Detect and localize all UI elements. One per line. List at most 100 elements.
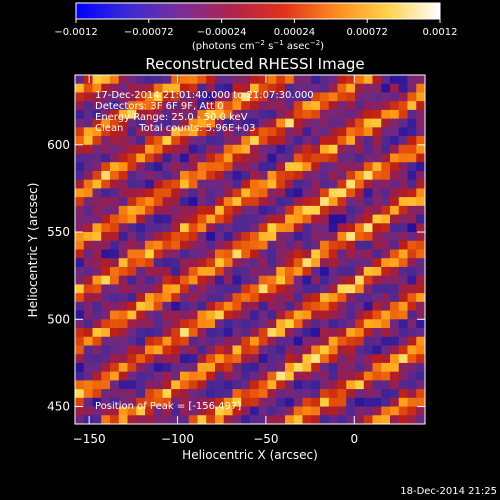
heatmap-cell bbox=[127, 179, 137, 190]
heatmap-cell bbox=[381, 293, 391, 303]
heatmap-cell bbox=[267, 232, 277, 242]
heatmap-cell bbox=[363, 179, 374, 190]
heatmap-cell bbox=[206, 389, 216, 399]
heatmap-cell bbox=[337, 136, 347, 146]
heatmap-cell bbox=[390, 362, 400, 373]
heatmap-cell bbox=[75, 232, 85, 242]
heatmap-cell bbox=[258, 118, 269, 128]
heatmap-cell bbox=[83, 179, 94, 190]
heatmap-cell bbox=[171, 345, 181, 355]
heatmap-cell bbox=[188, 205, 199, 216]
heatmap-cell bbox=[197, 266, 207, 277]
heatmap-cell bbox=[241, 336, 251, 347]
heatmap-cell bbox=[250, 275, 260, 285]
heatmap-cell bbox=[180, 336, 190, 347]
heatmap-cell bbox=[153, 101, 164, 111]
heatmap-cell bbox=[381, 232, 391, 242]
heatmap-cell bbox=[118, 397, 129, 408]
heatmap-cell bbox=[302, 328, 312, 338]
heatmap-cell bbox=[407, 179, 417, 190]
heatmap-cell bbox=[416, 249, 425, 259]
heatmap-cell bbox=[206, 301, 216, 312]
heatmap-cell bbox=[162, 205, 172, 216]
heatmap-cell bbox=[250, 75, 260, 85]
heatmap-cell bbox=[250, 258, 260, 268]
heatmap-cell bbox=[83, 223, 94, 233]
heatmap-cell bbox=[407, 205, 417, 216]
heatmap-cell bbox=[372, 197, 382, 207]
heatmap-cell bbox=[188, 415, 199, 424]
heatmap-cell bbox=[197, 136, 207, 146]
heatmap-cell bbox=[372, 240, 382, 251]
heatmap-cell bbox=[83, 336, 94, 347]
heatmap-cell bbox=[127, 266, 137, 277]
heatmap-cell bbox=[215, 101, 225, 111]
heatmap-cell bbox=[285, 319, 295, 329]
heatmap-cell bbox=[83, 214, 94, 224]
heatmap-cell bbox=[215, 83, 225, 94]
heatmap-cell bbox=[407, 336, 417, 347]
heatmap-cell bbox=[311, 380, 321, 390]
heatmap-cell bbox=[355, 293, 365, 303]
heatmap-cell bbox=[276, 249, 286, 259]
colorbar-tick-label: −0.00024 bbox=[197, 27, 247, 38]
heatmap-cell bbox=[118, 109, 129, 120]
heatmap-cell bbox=[328, 75, 339, 85]
heatmap-cell bbox=[223, 362, 234, 373]
heatmap-cell bbox=[328, 205, 339, 216]
heatmap-cell bbox=[215, 319, 225, 329]
heatmap-cell bbox=[320, 328, 330, 338]
heatmap-cell bbox=[241, 118, 251, 128]
heatmap-cell bbox=[320, 162, 330, 172]
heatmap-cell bbox=[75, 205, 85, 216]
heatmap-cell bbox=[232, 310, 242, 320]
heatmap-cell bbox=[153, 144, 164, 155]
heatmap-cell bbox=[118, 170, 129, 181]
heatmap-cell bbox=[127, 293, 137, 303]
heatmap-cell bbox=[258, 336, 269, 347]
y-axis-label: Heliocentric Y (arcsec) bbox=[26, 183, 40, 318]
heatmap-cell bbox=[215, 144, 225, 155]
heatmap-cell bbox=[355, 336, 365, 347]
heatmap-cell bbox=[118, 301, 129, 312]
heatmap-cell bbox=[390, 205, 400, 216]
heatmap-cell bbox=[110, 127, 120, 137]
heatmap-cell bbox=[302, 170, 312, 181]
heatmap-cell bbox=[241, 232, 251, 242]
heatmap-cell bbox=[75, 83, 85, 94]
heatmap-cell bbox=[101, 170, 111, 181]
heatmap-cell bbox=[92, 397, 102, 408]
heatmap-cell bbox=[407, 127, 417, 137]
heatmap-cell bbox=[188, 266, 199, 277]
heatmap-cell bbox=[232, 249, 242, 259]
heatmap-cell bbox=[346, 362, 356, 373]
heatmap-cell bbox=[398, 389, 409, 399]
heatmap-cell bbox=[328, 109, 339, 120]
heatmap-cell bbox=[258, 389, 269, 399]
heatmap-cell bbox=[372, 328, 382, 338]
heatmap-cell bbox=[171, 214, 181, 224]
heatmap-cell bbox=[320, 301, 330, 312]
heatmap-cell bbox=[372, 179, 382, 190]
heatmap-cell bbox=[215, 223, 225, 233]
heatmap-cell bbox=[363, 205, 374, 216]
heatmap-cell bbox=[250, 319, 260, 329]
heatmap-cell bbox=[110, 75, 120, 85]
heatmap-cell bbox=[293, 336, 304, 347]
heatmap-cell bbox=[127, 223, 137, 233]
heatmap-cell bbox=[180, 83, 190, 94]
heatmap-cell bbox=[101, 293, 111, 303]
heatmap-cell bbox=[127, 397, 137, 408]
heatmap-cell bbox=[398, 127, 409, 137]
heatmap-cell bbox=[381, 223, 391, 233]
heatmap-cell bbox=[390, 92, 400, 102]
heatmap-cell bbox=[110, 406, 120, 416]
heatmap-cell bbox=[390, 75, 400, 85]
heatmap-cell bbox=[127, 162, 137, 172]
heatmap-cell bbox=[145, 170, 155, 181]
heatmap-cell bbox=[136, 301, 146, 312]
heatmap-cell bbox=[232, 223, 242, 233]
heatmap-cell bbox=[188, 319, 199, 329]
heatmap-cell bbox=[118, 406, 129, 416]
heatmap-cell bbox=[75, 144, 85, 155]
